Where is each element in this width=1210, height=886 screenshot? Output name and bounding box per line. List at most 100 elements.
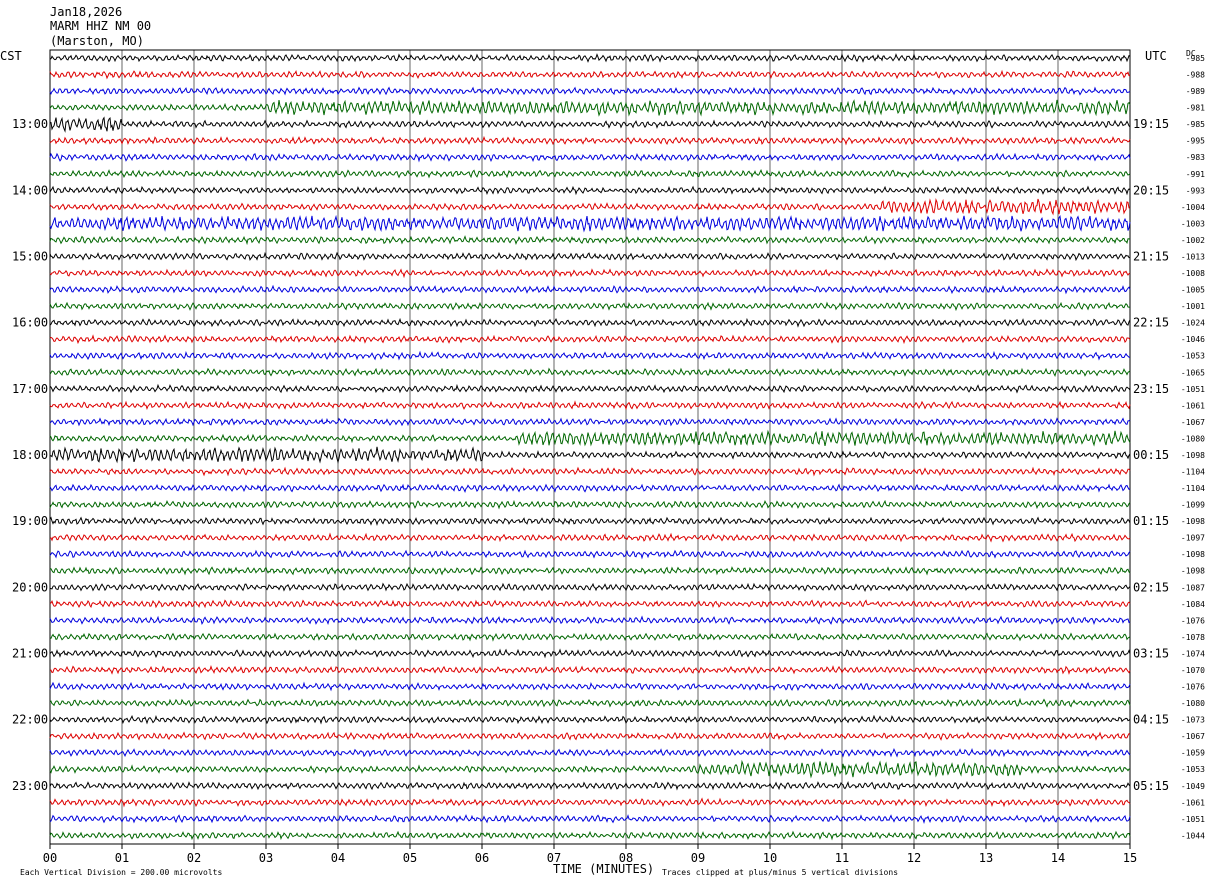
- seismic-trace: [49, 532, 1131, 543]
- dc-offset-label: -1001: [1181, 302, 1205, 311]
- dc-offset-label: -1053: [1181, 352, 1205, 361]
- seismic-trace: [49, 483, 1131, 493]
- seismic-trace: [49, 235, 1131, 246]
- seismic-trace: [49, 648, 1131, 659]
- x-axis-ticks: 00 01 02 03 04 05 06 07 08 09 10 11 12 13 14 15: [43, 844, 1137, 865]
- right-hour-label: 20:15: [1133, 183, 1169, 197]
- seismic-trace: [49, 466, 1131, 477]
- dc-offset-label: -988: [1186, 71, 1205, 80]
- dc-offset-label: -1104: [1181, 484, 1205, 493]
- dc-offset-label: -1104: [1181, 468, 1205, 477]
- dc-offset-label: -993: [1186, 186, 1205, 195]
- dc-offset-label: -1097: [1181, 534, 1205, 543]
- dc-offset-label: -1004: [1181, 203, 1205, 212]
- seismic-trace: [49, 251, 1130, 262]
- left-hour-label: 19:00: [12, 514, 48, 528]
- dc-offset-label: -985: [1186, 54, 1205, 63]
- dc-offset-label: -1053: [1181, 765, 1205, 774]
- right-hour-label: 04:15: [1133, 713, 1169, 727]
- header-date: Jan18,2026: [50, 5, 122, 19]
- dc-offset-label: -1070: [1181, 666, 1205, 675]
- x-tick-label: 13: [979, 851, 993, 865]
- dc-offset-label: -1005: [1181, 286, 1205, 295]
- seismic-trace: [49, 632, 1131, 642]
- left-hour-label: 23:00: [12, 779, 48, 793]
- header-location: (Marston, MO): [50, 34, 144, 48]
- dc-offset-label: -1078: [1181, 633, 1205, 642]
- left-hour-label: 13:00: [12, 117, 48, 131]
- dc-offset-label: -1067: [1181, 732, 1205, 741]
- seismic-trace: [49, 99, 1131, 117]
- x-tick-label: 05: [403, 851, 417, 865]
- dc-offset-label: -981: [1186, 104, 1205, 113]
- x-tick-label: 00: [43, 851, 57, 865]
- dc-offset-label: -1024: [1181, 319, 1205, 328]
- left-hour-label: 22:00: [12, 713, 48, 727]
- minute-grid: [49, 50, 1131, 844]
- dc-offset-label: -1061: [1181, 401, 1205, 410]
- dc-offset-label: -1049: [1181, 782, 1205, 791]
- dc-offset-label: -1013: [1181, 252, 1205, 261]
- x-tick-label: 08: [619, 851, 633, 865]
- seismic-trace: [49, 367, 1131, 378]
- seismic-trace: [49, 350, 1131, 361]
- right-hour-label: 02:15: [1133, 580, 1169, 594]
- dc-offset-label: -1084: [1181, 600, 1205, 609]
- seismic-trace: [49, 135, 1131, 146]
- x-tick-label: 10: [763, 851, 777, 865]
- x-tick-label: 11: [835, 851, 849, 865]
- seismic-trace: [49, 284, 1131, 295]
- x-tick-label: 02: [187, 851, 201, 865]
- seismic-trace: [49, 714, 1131, 725]
- dc-offset-label: -1098: [1181, 567, 1205, 576]
- dc-offset-label: -1080: [1181, 434, 1205, 443]
- dc-offset-label: -1076: [1181, 616, 1205, 625]
- footer-scale-note: Each Vertical Division = 200.00 microvol…: [20, 868, 222, 877]
- dc-offset-label: -1098: [1181, 451, 1205, 460]
- dc-offset-label: -1003: [1181, 219, 1205, 228]
- seismic-trace: [49, 830, 1131, 841]
- dc-offset-label: -983: [1186, 153, 1205, 162]
- seismic-trace: [49, 69, 1131, 80]
- x-tick-label: 04: [331, 851, 345, 865]
- dc-offset-label: -1076: [1181, 683, 1205, 692]
- dc-offset-label: -985: [1186, 120, 1205, 129]
- right-hour-label: 05:15: [1133, 779, 1169, 793]
- x-tick-label: 09: [691, 851, 705, 865]
- header-station: MARM HHZ NM 00: [50, 19, 151, 33]
- left-hour-label: 15:00: [12, 249, 48, 263]
- dc-offset-label: -1002: [1181, 236, 1205, 245]
- x-tick-label: 06: [475, 851, 489, 865]
- seismic-trace: [49, 499, 1131, 510]
- seismic-trace: [49, 797, 1131, 808]
- dc-offset-label: -1080: [1181, 699, 1205, 708]
- dc-offset-label: -1061: [1181, 798, 1205, 807]
- dc-offset-label: -1074: [1181, 649, 1205, 658]
- plot-frame: [49, 49, 1131, 845]
- seismic-trace: [49, 747, 1131, 758]
- seismic-trace: [49, 301, 1131, 312]
- dc-offset-label: -1044: [1181, 831, 1205, 840]
- seismic-trace: [49, 429, 1131, 447]
- seismic-trace: [49, 169, 1131, 179]
- x-tick-label: 15: [1123, 851, 1137, 865]
- x-tick-label: 07: [547, 851, 561, 865]
- dc-offset-labels: -985 -988 -989 -981 -985 -995 -983 -991 -993 -100…: [1181, 54, 1205, 840]
- left-hour-label: 17:00: [12, 382, 48, 396]
- seismic-trace: [49, 152, 1131, 163]
- seismic-trace: [49, 214, 1131, 233]
- x-tick-label: 12: [907, 851, 921, 865]
- dc-offset-header: DC: [1186, 49, 1196, 58]
- seismic-trace: [49, 599, 1131, 609]
- hour-labels: 13:00 14:00 15:00 16:00 17:00 18:00 19:00 20:00…: [12, 117, 1169, 793]
- left-hour-label: 18:00: [12, 448, 48, 462]
- seismic-trace: [49, 697, 1131, 708]
- left-hour-label: 14:00: [12, 183, 48, 197]
- x-tick-label: 03: [259, 851, 273, 865]
- seismic-trace: [49, 417, 1131, 427]
- dc-offset-label: -989: [1186, 87, 1205, 96]
- x-tick-label: 14: [1051, 851, 1065, 865]
- right-hour-label: 01:15: [1133, 514, 1169, 528]
- dc-offset-label: -1051: [1181, 385, 1205, 394]
